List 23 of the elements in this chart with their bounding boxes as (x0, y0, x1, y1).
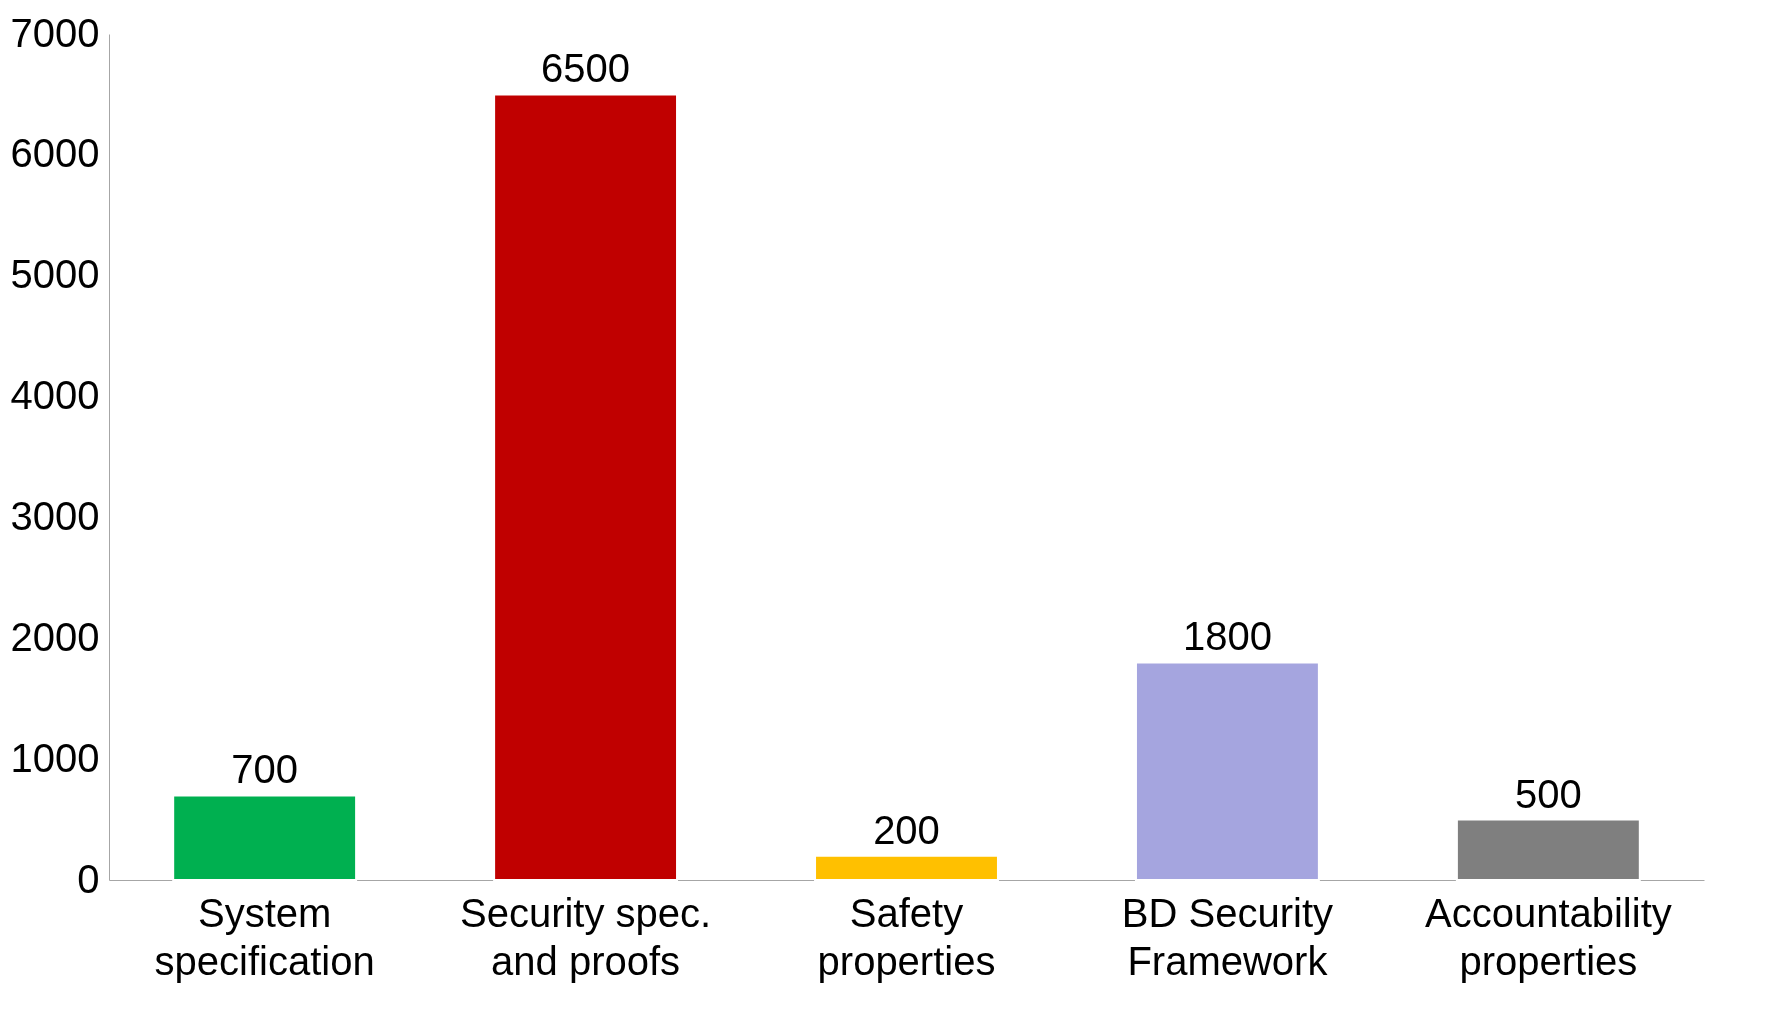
data-label: 1800 (1182, 614, 1272, 659)
bar (172, 794, 358, 881)
y-tick-label: 6000 (10, 131, 100, 176)
x-tick-label: Safety properties (817, 890, 996, 983)
data-label: 700 (231, 747, 299, 792)
y-tick-label: 4000 (10, 373, 100, 418)
y-tick-label: 2000 (10, 614, 100, 659)
bar (814, 854, 999, 881)
y-tick-label: 7000 (10, 10, 100, 55)
data-label: 6500 (541, 46, 631, 91)
y-tick-label: 5000 (10, 252, 100, 297)
bar (493, 93, 679, 881)
data-label: 500 (1514, 771, 1582, 816)
x-tick-label: System specification (154, 890, 375, 983)
bar (1134, 661, 1320, 881)
x-tick-label: Accountability properties (1424, 890, 1672, 983)
x-tick-label: BD Security Framework (1121, 890, 1334, 983)
x-tick-label: Security spec. and proofs (459, 890, 712, 983)
y-tick-label: 0 (77, 856, 100, 901)
y-tick-label: 3000 (10, 493, 100, 538)
bar (1455, 818, 1641, 881)
y-tick-label: 1000 (10, 735, 100, 780)
data-label: 200 (873, 807, 940, 852)
